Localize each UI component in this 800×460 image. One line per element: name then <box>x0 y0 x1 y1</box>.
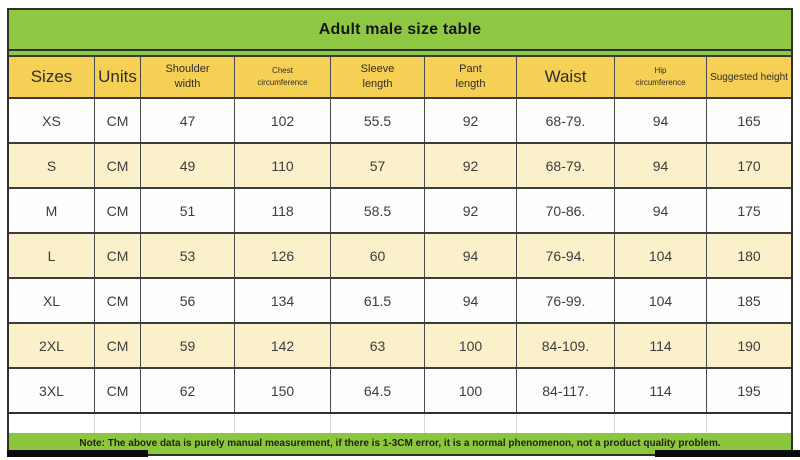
size-cell: 3XL <box>9 369 95 412</box>
value-cell: 64.5 <box>331 369 425 412</box>
value-cell: 84-117. <box>517 369 615 412</box>
table-row-l: L CM 53 126 60 94 76-94. 104 180 <box>9 234 791 279</box>
spacer-cell <box>615 414 707 433</box>
table-row-xs: XS CM 47 102 55.5 92 68-79. 94 165 <box>9 99 791 144</box>
value-cell: 190 <box>737 337 761 354</box>
value-cell: 94 <box>615 189 707 232</box>
value-cell: 94 <box>615 99 707 142</box>
value-cell: 76-94. <box>517 234 615 277</box>
value-cell: 185 <box>737 292 761 309</box>
value-cell: 118 <box>235 189 331 232</box>
table-header-row: Sizes Units Shoulder width Chest circumferenc… <box>9 57 791 99</box>
value-cell: 55.5 <box>331 99 425 142</box>
unit-cell: CM <box>95 189 141 232</box>
value-cell: 150 <box>235 369 331 412</box>
note-bar: Note: The above data is purely manual me… <box>9 433 791 454</box>
value-cell: 126 <box>235 234 331 277</box>
table-body: XS CM 47 102 55.5 92 68-79. 94 165 S CM 49 110 57 92 68… <box>9 99 791 414</box>
column-header-units: Units <box>95 57 141 97</box>
value-cell: 195 <box>737 382 761 399</box>
spacer-cell <box>331 414 425 433</box>
table-row-m: M CM 51 118 58.5 92 70-86. 94 175 <box>9 189 791 234</box>
value-cell: 102 <box>235 99 331 142</box>
spacer-cell <box>141 414 235 433</box>
value-cell: 94 <box>425 279 517 322</box>
column-header-suggested-height: Suggested height <box>710 71 788 83</box>
value-cell: 60 <box>331 234 425 277</box>
value-cell: 57 <box>331 144 425 187</box>
value-cell: 92 <box>425 189 517 232</box>
value-cell: 58.5 <box>331 189 425 232</box>
column-header-waist: Waist <box>517 57 615 97</box>
value-cell: 56 <box>141 279 235 322</box>
bottom-right-black-bar <box>655 450 800 457</box>
value-cell: 68-79. <box>517 99 615 142</box>
value-cell: 170 <box>737 157 761 174</box>
value-cell: 165 <box>737 112 761 129</box>
value-cell: 92 <box>425 99 517 142</box>
column-header-hip-circumference: Hip circumference <box>615 57 707 97</box>
table-row-xl: XL CM 56 134 61.5 94 76-99. 104 185 <box>9 279 791 324</box>
value-cell: 104 <box>615 279 707 322</box>
unit-cell: CM <box>95 324 141 367</box>
value-cell: 142 <box>235 324 331 367</box>
value-cell: 114 <box>615 324 707 367</box>
value-cell: 68-79. <box>517 144 615 187</box>
value-cell: 134 <box>235 279 331 322</box>
bottom-left-black-bar <box>7 450 148 457</box>
value-cell: 175 <box>737 202 761 219</box>
column-header-pant-length: Pant length <box>425 57 517 97</box>
size-cell: L <box>9 234 95 277</box>
unit-cell: CM <box>95 144 141 187</box>
value-cell: 84-109. <box>517 324 615 367</box>
column-header-sizes: Sizes <box>9 57 95 97</box>
value-cell: 94 <box>615 144 707 187</box>
value-cell: 59 <box>141 324 235 367</box>
column-header-sleeve-length: Sleeve length <box>331 57 425 97</box>
value-cell: 100 <box>425 324 517 367</box>
value-cell: 51 <box>141 189 235 232</box>
size-table: Adult male size table Sizes Units Shoulder… <box>7 8 793 456</box>
spacer-cell <box>9 414 95 433</box>
spacer-cell <box>95 414 141 433</box>
value-cell: 104 <box>615 234 707 277</box>
title-divider-strip <box>9 51 791 57</box>
table-row-s: S CM 49 110 57 92 68-79. 94 170 <box>9 144 791 189</box>
size-cell: S <box>9 144 95 187</box>
value-cell: 114 <box>615 369 707 412</box>
table-title: Adult male size table <box>9 10 791 51</box>
size-cell: 2XL <box>9 324 95 367</box>
value-cell: 180 <box>737 247 761 264</box>
table-row-2xl: 2XL CM 59 142 63 100 84-109. 114 190 <box>9 324 791 369</box>
value-cell: 49 <box>141 144 235 187</box>
unit-cell: CM <box>95 234 141 277</box>
value-cell: 47 <box>141 99 235 142</box>
value-cell: 76-99. <box>517 279 615 322</box>
value-cell: 94 <box>425 234 517 277</box>
table-row-3xl: 3XL CM 62 150 64.5 100 84-117. 114 195 <box>9 369 791 414</box>
column-header-shoulder-width: Shoulder width <box>141 57 235 97</box>
unit-cell: CM <box>95 369 141 412</box>
value-cell: 70-86. <box>517 189 615 232</box>
value-cell: 100 <box>425 369 517 412</box>
value-cell: 53 <box>141 234 235 277</box>
size-cell: XL <box>9 279 95 322</box>
spacer-cell <box>235 414 331 433</box>
spacer-cell <box>707 414 791 433</box>
column-header-chest-circumference: Chest circumference <box>235 57 331 97</box>
size-cell: M <box>9 189 95 232</box>
spacer-cell <box>517 414 615 433</box>
spacer-cell <box>425 414 517 433</box>
value-cell: 61.5 <box>331 279 425 322</box>
value-cell: 110 <box>235 144 331 187</box>
spacer-row <box>9 414 791 433</box>
size-cell: XS <box>9 99 95 142</box>
value-cell: 63 <box>331 324 425 367</box>
value-cell: 62 <box>141 369 235 412</box>
value-cell: 92 <box>425 144 517 187</box>
unit-cell: CM <box>95 99 141 142</box>
unit-cell: CM <box>95 279 141 322</box>
